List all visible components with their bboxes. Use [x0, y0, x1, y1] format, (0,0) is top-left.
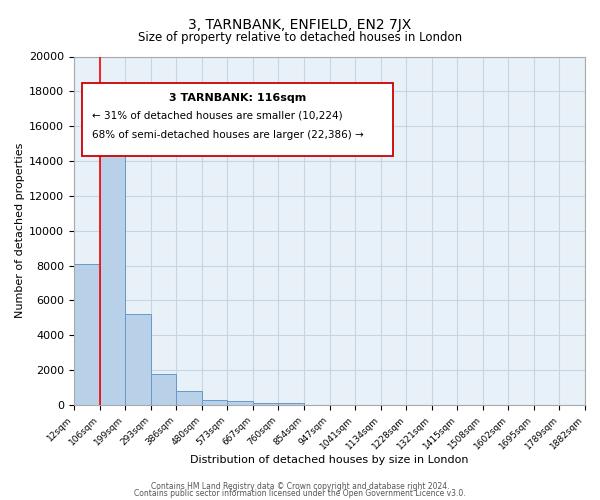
Text: 68% of semi-detached houses are larger (22,386) →: 68% of semi-detached houses are larger (… [92, 130, 364, 140]
X-axis label: Distribution of detached houses by size in London: Distribution of detached houses by size … [190, 455, 469, 465]
Text: 3 TARNBANK: 116sqm: 3 TARNBANK: 116sqm [169, 93, 306, 103]
Bar [100, 118, 125, 405]
Bar [125, 314, 151, 405]
Bar [253, 403, 278, 405]
Bar [151, 374, 176, 405]
Bar [227, 401, 253, 405]
FancyBboxPatch shape [82, 82, 394, 156]
Bar [278, 404, 304, 405]
Bar [176, 391, 202, 405]
Text: Size of property relative to detached houses in London: Size of property relative to detached ho… [138, 31, 462, 44]
Text: 3, TARNBANK, ENFIELD, EN2 7JX: 3, TARNBANK, ENFIELD, EN2 7JX [188, 18, 412, 32]
Bar [74, 264, 100, 405]
Bar [202, 400, 227, 405]
Text: Contains public sector information licensed under the Open Government Licence v3: Contains public sector information licen… [134, 489, 466, 498]
Text: ← 31% of detached houses are smaller (10,224): ← 31% of detached houses are smaller (10… [92, 110, 343, 120]
Text: Contains HM Land Registry data © Crown copyright and database right 2024.: Contains HM Land Registry data © Crown c… [151, 482, 449, 491]
Y-axis label: Number of detached properties: Number of detached properties [15, 143, 25, 318]
